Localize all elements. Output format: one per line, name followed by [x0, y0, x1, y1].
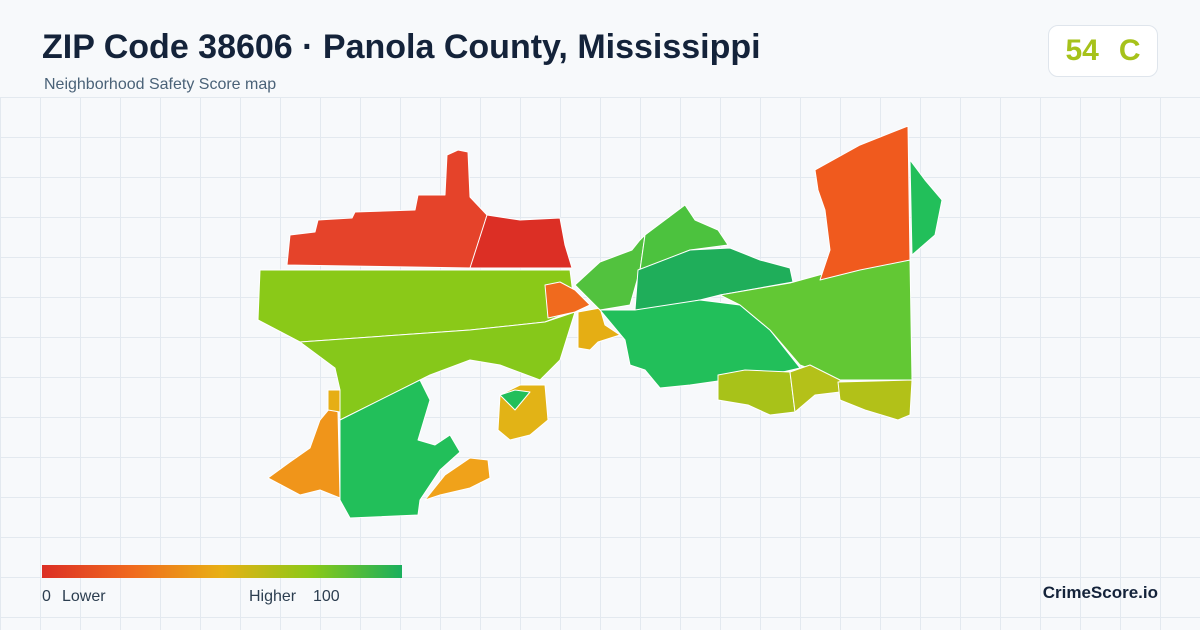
legend-max-label: Higher — [249, 588, 297, 605]
background-grid — [0, 97, 1200, 630]
brand: CrimeScore.io — [1042, 583, 1158, 602]
region — [327, 389, 341, 413]
region — [267, 407, 341, 499]
region — [719, 259, 913, 381]
region — [639, 204, 729, 271]
region — [424, 457, 491, 501]
region — [544, 281, 591, 319]
legend-gradient — [42, 565, 402, 578]
region — [286, 149, 488, 269]
legend-min: 0 — [42, 588, 51, 605]
legend-min-label: Lower — [62, 588, 106, 605]
region — [717, 369, 796, 416]
legend-max: 100 — [313, 588, 340, 605]
region — [909, 159, 943, 256]
score-badge: 54 C — [1048, 25, 1158, 77]
region — [499, 389, 531, 411]
subtitle: Neighborhood Safety Score map — [44, 76, 277, 93]
title: ZIP Code 38606 · Panola County, Mississi… — [42, 28, 761, 66]
region — [469, 214, 573, 269]
region — [814, 125, 911, 281]
region — [574, 234, 646, 311]
region — [339, 379, 461, 519]
score-grade: C — [1118, 34, 1141, 67]
region — [837, 379, 913, 421]
score-value: 54 — [1065, 34, 1099, 67]
